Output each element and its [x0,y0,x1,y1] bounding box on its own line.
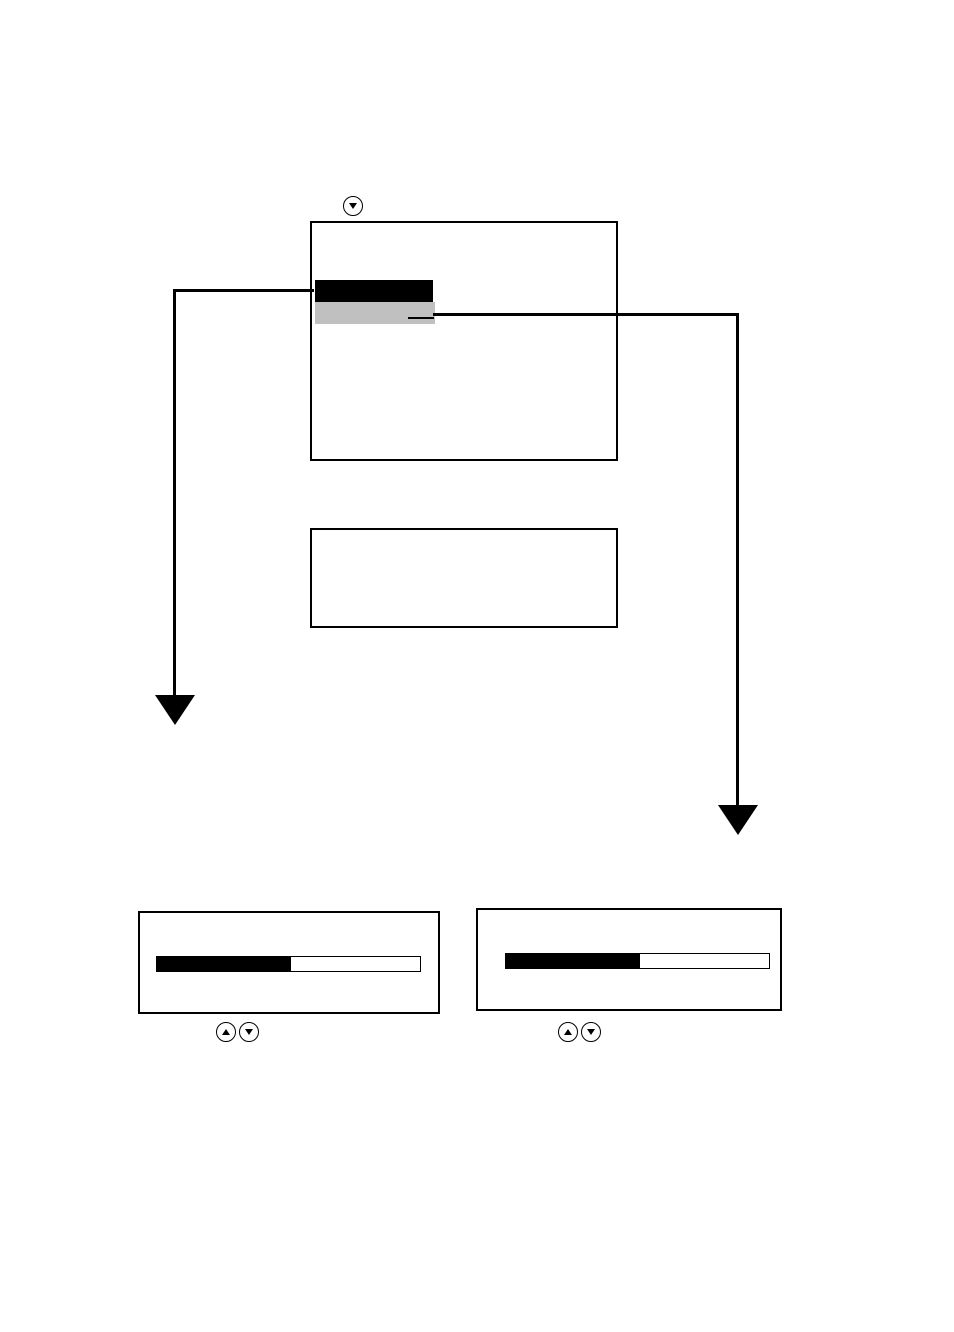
arrow-left [155,695,195,725]
arrow-right [718,805,758,835]
chevron-up-icon[interactable] [558,1022,578,1042]
progress-right-fill [505,953,640,969]
connector-right-h [433,313,739,316]
connector-left-v [173,289,176,699]
menu-item-black [315,280,433,302]
chevron-down-icon[interactable] [239,1022,259,1042]
chevron-down-icon[interactable] [581,1022,601,1042]
box-top [310,221,618,461]
connector-left-h [174,289,314,292]
chevron-down-icon[interactable] [343,196,363,216]
progress-left-fill [156,956,291,972]
chevron-up-icon[interactable] [216,1022,236,1042]
box-mid [310,528,618,628]
connector-right-v [736,313,739,809]
menu-item-gray-tick [408,317,434,319]
menu-item-gray [315,302,435,324]
